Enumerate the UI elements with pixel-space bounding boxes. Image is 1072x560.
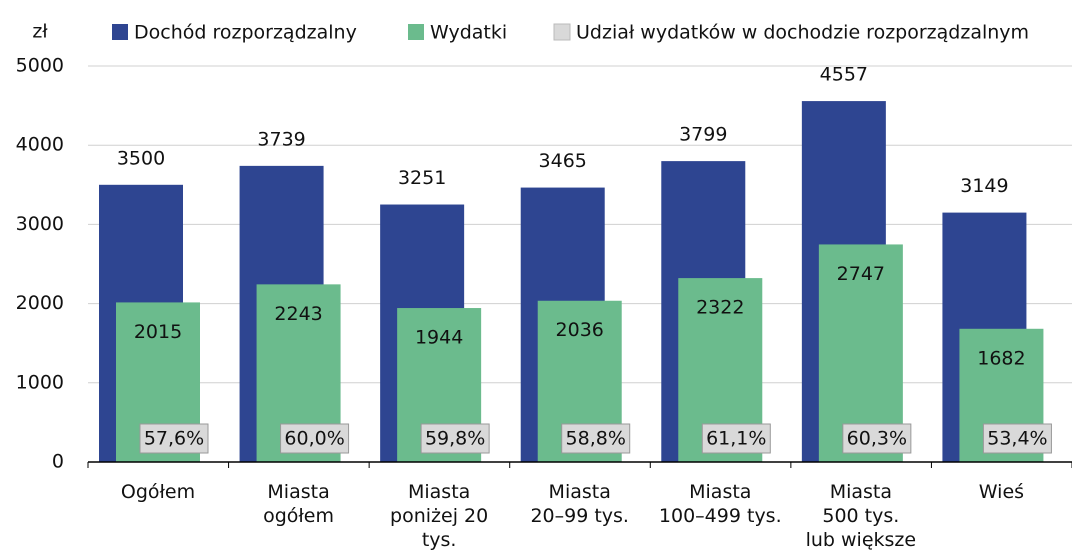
- x-tick-label: Miasta 100–499 tys.: [658, 481, 782, 527]
- x-tick-label: Miasta 20–99 tys.: [530, 481, 629, 527]
- legend-swatch: [553, 23, 571, 41]
- value-label: 3465: [539, 150, 587, 172]
- share-label: 57,6%: [144, 428, 204, 450]
- x-tick-label: Miasta ogółem: [263, 481, 335, 527]
- share-box: [561, 423, 631, 454]
- legend-swatch: [408, 24, 424, 40]
- value-label: 3739: [257, 128, 305, 150]
- value-label: 3799: [679, 124, 727, 146]
- share-box: [701, 423, 771, 454]
- value-label: 3251: [398, 167, 446, 189]
- share-box: [420, 423, 490, 454]
- y-unit-label: zł: [32, 21, 48, 43]
- y-tick-label: 1000: [16, 371, 64, 393]
- x-tick-label: Miasta 500 tys. lub większe: [805, 481, 917, 551]
- legend-label: Dochód rozporządzalny: [134, 22, 357, 44]
- share-box: [280, 423, 350, 454]
- y-tick-label: 4000: [16, 134, 64, 156]
- share-label: 61,1%: [706, 428, 766, 450]
- value-label: 2243: [274, 303, 322, 325]
- value-label: 1682: [977, 347, 1025, 369]
- value-label: 2322: [696, 297, 744, 319]
- value-label: 3500: [117, 147, 165, 169]
- share-label: 53,4%: [987, 428, 1047, 450]
- value-label: 2036: [556, 319, 604, 341]
- x-tick-label: Miasta poniżej 20 tys.: [390, 481, 489, 551]
- share-label: 59,8%: [425, 428, 485, 450]
- share-box: [139, 423, 209, 454]
- x-tick-label: Ogółem: [120, 481, 196, 503]
- y-tick-label: 3000: [16, 213, 64, 235]
- y-tick-label: 5000: [16, 55, 64, 77]
- share-label: 58,8%: [566, 428, 626, 450]
- value-label: 1944: [415, 327, 463, 349]
- value-label: 4557: [820, 64, 868, 86]
- share-label: 60,3%: [847, 428, 907, 450]
- value-label: 2015: [134, 321, 182, 343]
- y-tick-label: 0: [52, 451, 64, 473]
- share-box: [842, 423, 912, 454]
- y-tick-label: 2000: [16, 292, 64, 314]
- share-label: 60,0%: [284, 428, 344, 450]
- legend-label: Udział wydatków w dochodzie rozporządzal…: [576, 22, 1029, 44]
- legend-label: Wydatki: [430, 22, 507, 44]
- value-label: 3149: [960, 175, 1008, 197]
- x-tick-label: Wieś: [978, 481, 1025, 503]
- value-label: 2747: [837, 263, 885, 285]
- share-box: [982, 423, 1052, 454]
- legend-swatch: [112, 24, 128, 40]
